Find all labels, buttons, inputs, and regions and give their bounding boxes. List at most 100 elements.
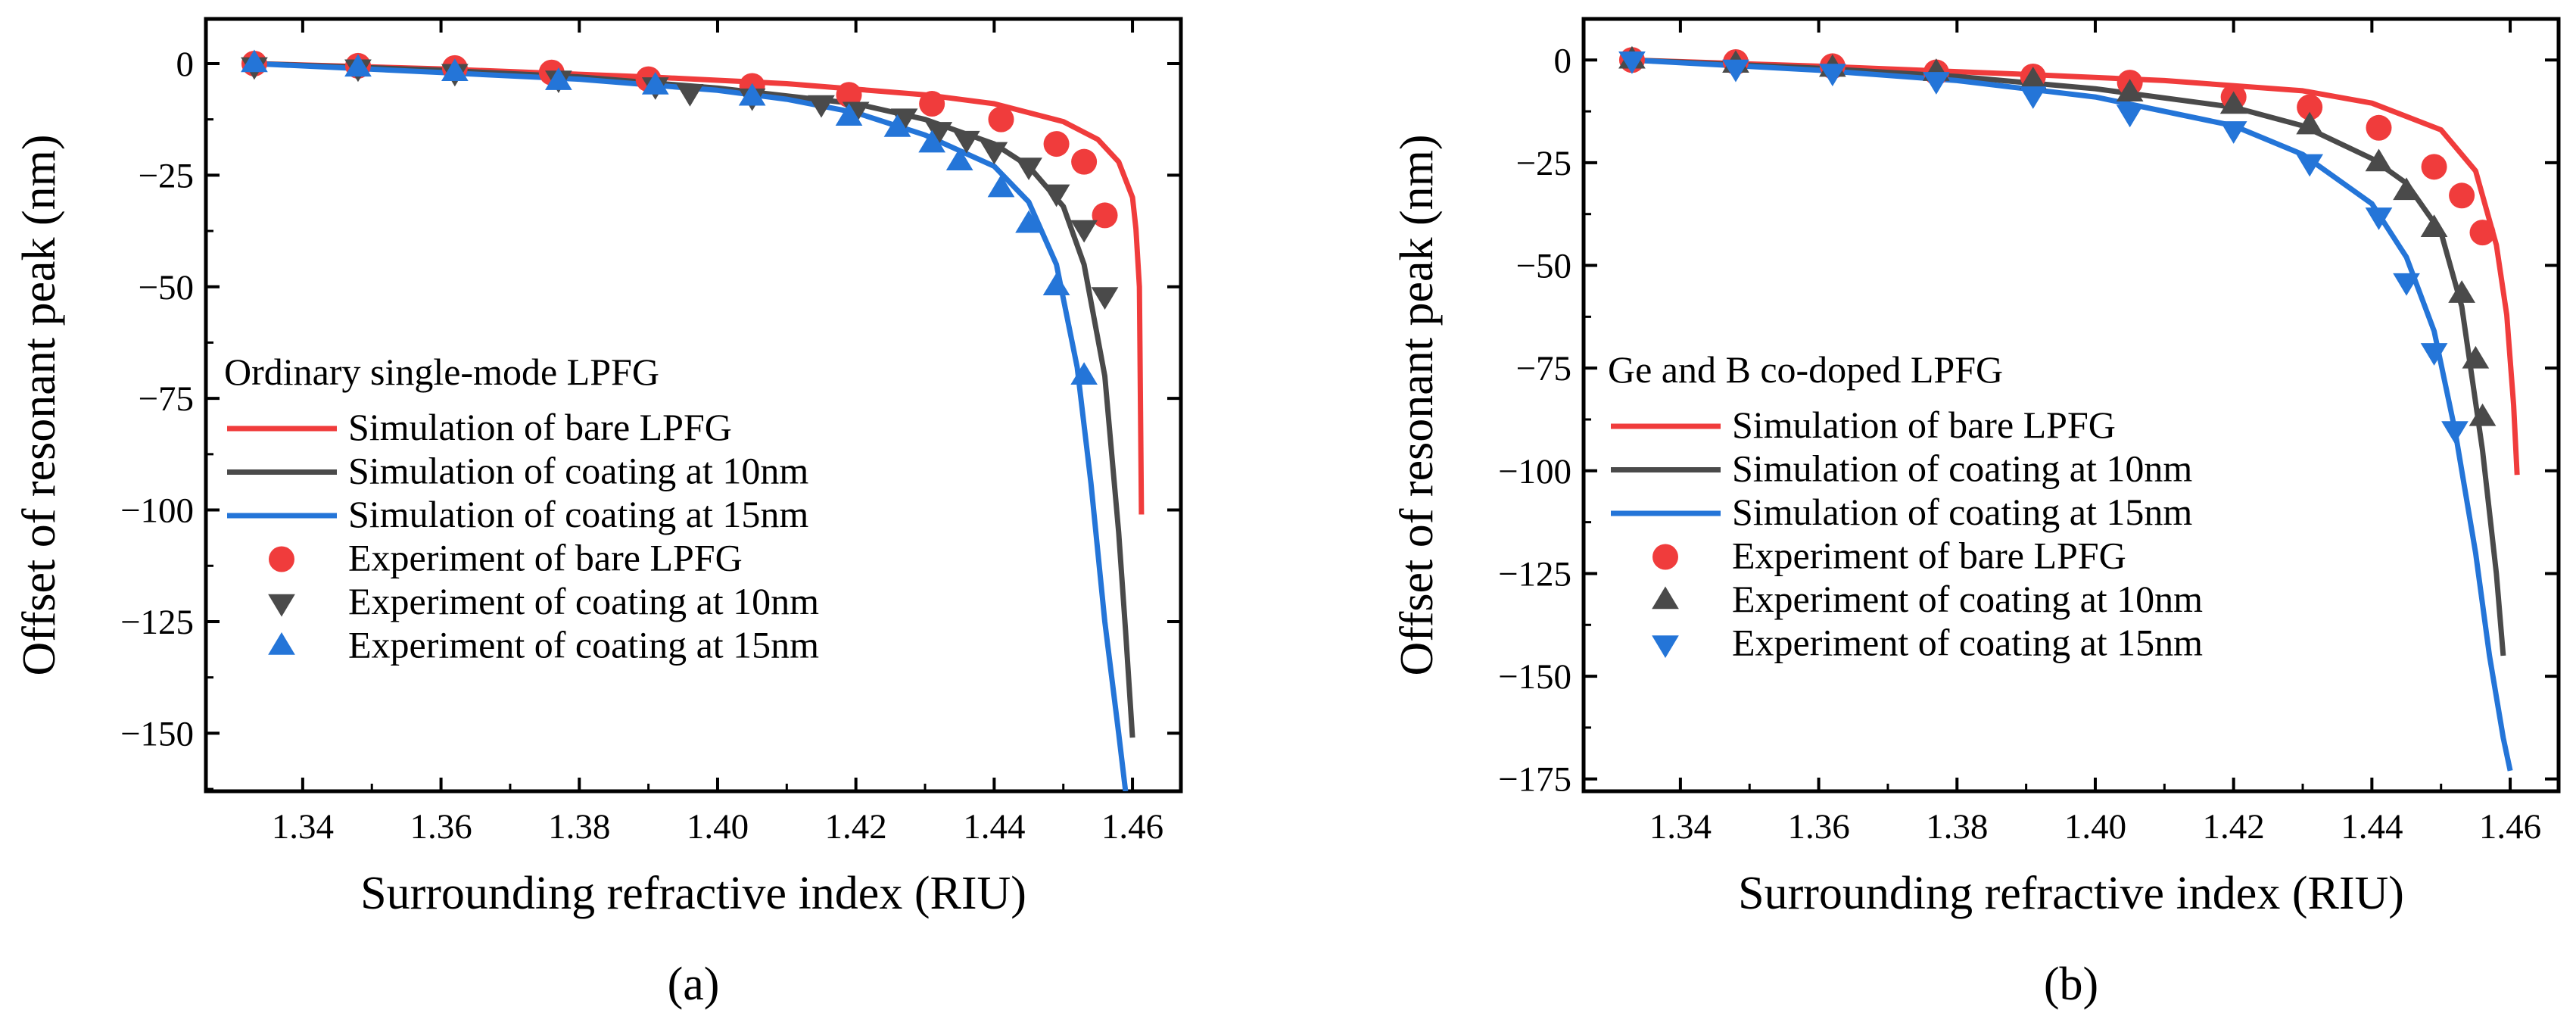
legend-item: Experiment of bare LPFG	[269, 537, 743, 579]
legend-item: Simulation of coating at 15nm	[1611, 491, 2192, 533]
x-tick-label: 1.38	[548, 807, 610, 847]
x-tick-label: 1.40	[687, 807, 749, 847]
y-tick-label: −50	[138, 268, 194, 307]
data-point	[2393, 177, 2420, 201]
data-point	[836, 82, 862, 108]
data-point	[1043, 131, 1070, 157]
legend-marker-swatch	[1652, 544, 1678, 570]
legend-marker-swatch	[1652, 586, 1679, 610]
y-tick-label: −100	[1498, 452, 1571, 491]
legend-marker-swatch	[269, 546, 294, 572]
data-point	[808, 95, 835, 118]
panel-b: 1.34 1.36 1.38 1.40 1.42 1.44 1.46 0 −25 −50 −75 −1…	[1391, 17, 2561, 1010]
data-point	[987, 174, 1015, 198]
data-point	[1923, 72, 1950, 95]
data-point	[441, 58, 469, 82]
y-tick-label: −150	[1498, 657, 1571, 697]
data-point	[952, 130, 980, 154]
legend-item: Simulation of bare LPFG	[1611, 404, 2116, 446]
legend-label: Simulation of coating at 10nm	[1732, 447, 2192, 490]
y-tick-label: −75	[138, 379, 194, 419]
legend: Ordinary single-mode LPFG Simulation of b…	[224, 351, 819, 666]
data-point	[2421, 154, 2447, 180]
data-point	[2469, 220, 2496, 246]
data-point	[2448, 280, 2475, 303]
data-point	[1015, 210, 1042, 233]
data-point	[2393, 273, 2420, 296]
panel-a: 1.34 1.36 1.38 1.40 1.42 1.44 1.46 0 −25 −50 −75 −1…	[14, 17, 1183, 1010]
x-tick-label: 1.38	[1926, 807, 1988, 847]
data-point	[1722, 59, 1749, 83]
legend-label: Simulation of coating at 15nm	[348, 493, 808, 535]
legend-marker-swatch	[1652, 635, 1679, 658]
x-tick-label: 1.34	[1649, 807, 1712, 847]
legend-item: Experiment of bare LPFG	[1652, 535, 2126, 577]
data-point	[1042, 184, 1070, 207]
x-tick-label: 1.46	[2479, 807, 2541, 847]
legend-label: Experiment of coating at 15nm	[1732, 622, 2203, 664]
legend-label: Simulation of bare LPFG	[348, 406, 732, 448]
series-line-2	[1631, 57, 2513, 772]
x-tick-label: 1.40	[2064, 807, 2126, 847]
series-line-2	[254, 61, 1129, 791]
data-point	[344, 54, 372, 77]
x-tick-label: 1.42	[2203, 807, 2265, 847]
data-point	[2297, 94, 2323, 120]
data-point	[1042, 273, 1070, 296]
y-tick-label: −125	[1498, 554, 1571, 594]
legend-item: Experiment of coating at 15nm	[1652, 622, 2203, 664]
data-point	[918, 129, 945, 153]
legend-label: Simulation of bare LPFG	[1732, 404, 2116, 446]
y-tick-label: −150	[120, 714, 194, 753]
data-point	[980, 142, 1008, 165]
data-point	[2420, 343, 2448, 366]
data-point	[2116, 104, 2144, 128]
series-line-1	[1631, 57, 2506, 656]
data-point	[2449, 182, 2475, 209]
series-line-0	[1631, 57, 2520, 476]
data-point	[1819, 64, 1846, 86]
data-point	[1070, 362, 1098, 385]
legend-item: Experiment of coating at 10nm	[1652, 578, 2203, 620]
y-tick-label: −75	[1515, 349, 1571, 388]
data-point	[2365, 148, 2393, 172]
y-tick-label: 0	[176, 45, 195, 84]
legend: Ge and B co-doped LPFG Simulation of bare…	[1608, 348, 2203, 664]
x-axis-label: Surrounding refractive index (RIU)	[1738, 868, 2404, 919]
data-point	[988, 106, 1014, 133]
panel-label: (a)	[668, 959, 720, 1010]
plot-frame	[1581, 17, 2561, 794]
legend-label: Simulation of coating at 15nm	[1732, 491, 2192, 533]
y-tick-label: −125	[120, 603, 194, 642]
legend-label: Experiment of bare LPFG	[348, 537, 743, 579]
y-axis-label: Offset of resonant peak (nm)	[1391, 134, 1443, 675]
legend-label: Experiment of bare LPFG	[1732, 535, 2126, 577]
data-point	[641, 71, 669, 95]
data-point	[2462, 345, 2490, 369]
data-point	[925, 122, 953, 145]
data-point	[2441, 421, 2469, 444]
y-tick-label: −175	[1498, 760, 1571, 800]
y-tick-label: 0	[1554, 41, 1572, 80]
x-tick-label: 1.34	[272, 807, 334, 847]
legend-item: Experiment of coating at 10nm	[268, 580, 819, 622]
x-tick-label: 1.36	[410, 807, 472, 847]
legend-marker-swatch	[268, 594, 295, 617]
y-tick-label: −50	[1515, 247, 1571, 286]
y-tick-label: −25	[138, 156, 194, 195]
x-tick-label: 1.36	[1787, 807, 1849, 847]
data-point	[2019, 86, 2047, 109]
legend-item: Simulation of bare LPFG	[227, 406, 732, 448]
data-point	[2366, 114, 2392, 141]
plot-area	[1618, 45, 2520, 772]
legend-title: Ordinary single-mode LPFG	[224, 351, 659, 393]
data-point	[1092, 202, 1118, 229]
x-tick-label: 1.42	[825, 807, 887, 847]
x-axis-label: Surrounding refractive index (RIU)	[360, 868, 1026, 919]
legend-item: Experiment of coating at 15nm	[268, 624, 819, 666]
data-point	[883, 114, 911, 137]
legend-item: Simulation of coating at 10nm	[227, 450, 808, 492]
legend-item: Simulation of coating at 15nm	[227, 493, 808, 535]
x-tick-label: 1.46	[1101, 807, 1163, 847]
